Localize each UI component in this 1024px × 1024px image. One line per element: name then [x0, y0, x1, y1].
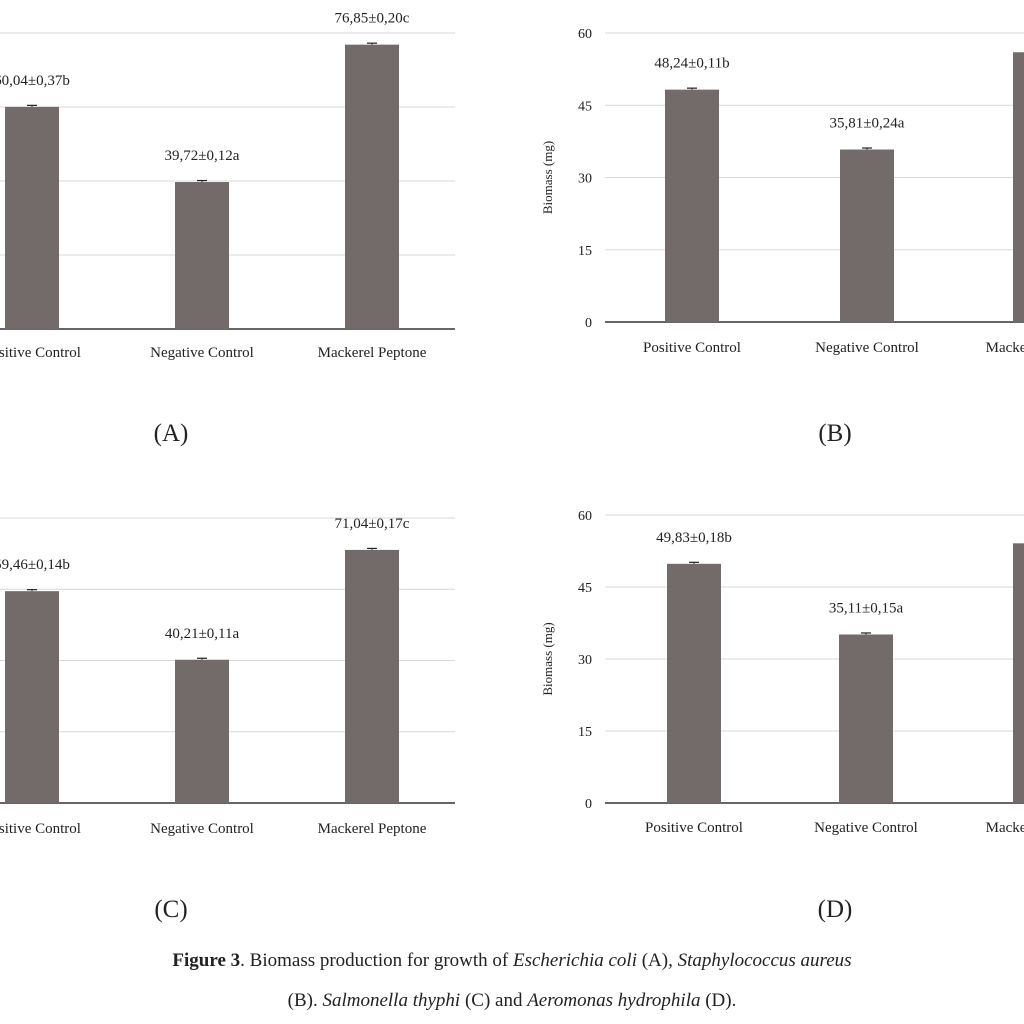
bar	[5, 591, 59, 803]
y-tick-label: 0	[585, 797, 592, 812]
organism-c: Salmonella thyphi	[322, 990, 461, 1011]
caption-text: (B).	[287, 990, 323, 1011]
chart-panel-a: 60,04±0,37b Positive Control 39,72±0,12a Ne…	[0, 11, 455, 361]
data-label: 35,81±0,24a	[830, 116, 905, 132]
organism-d: Aeromonas hydrophila	[527, 990, 701, 1011]
y-tick-label: 45	[578, 581, 592, 596]
data-label: 40,21±0,11a	[165, 626, 240, 642]
caption-text: . Biomass production for growth of	[240, 950, 513, 971]
data-label: 35,11±0,15a	[829, 600, 904, 616]
y-tick-label: 60	[578, 27, 592, 42]
category-label: Mackerel Peptone	[318, 821, 427, 837]
figure: 60,04±0,37b Positive Control 39,72±0,12a Ne…	[0, 11, 1024, 923]
data-label: 59,46±0,14b	[0, 557, 70, 573]
caption-text: (A),	[636, 950, 678, 971]
chart-panel-b: 0 15 30 45 60 Biomass (mg) 48,24±0,11b Positive…	[540, 27, 1024, 356]
data-label: 76,85±0,20c	[335, 11, 410, 27]
bar	[175, 182, 229, 329]
bar	[5, 106, 59, 330]
category-label: Positive Control	[0, 345, 81, 361]
bar	[1013, 52, 1024, 323]
category-label: Negative Control	[150, 345, 254, 361]
chart-panel-c: 59,46±0,14b Positive Control 40,21±0,11a Ne…	[0, 516, 455, 837]
figure-caption-line1: Figure 3. Biomass production for growth …	[0, 950, 1024, 972]
category-label: Positive Control	[645, 820, 743, 836]
caption-text: (D).	[700, 990, 737, 1011]
bar	[345, 44, 399, 329]
panel-label-d: (D)	[818, 896, 853, 923]
panel-label-a: (A)	[154, 420, 189, 447]
data-label: 71,04±0,17c	[335, 516, 410, 532]
organism-b: Staphylococcus aureus	[677, 950, 852, 971]
category-label: Mackerel Peptone	[318, 345, 427, 361]
figure-caption-line2: (B). Salmonella thyphi (C) and Aeromonas…	[0, 990, 1024, 1012]
data-label: 48,24±0,11b	[654, 56, 729, 72]
organism-a: Escherichia coli	[512, 950, 637, 971]
category-label: Negative Control	[815, 340, 919, 356]
data-label: 39,72±0,12a	[165, 148, 240, 164]
y-axis-label: Biomass (mg)	[540, 622, 555, 695]
chart-panel-d: 0 15 30 45 60 Biomass (mg) 49,83±0,18b Positive…	[540, 509, 1024, 836]
y-tick-label: 30	[578, 172, 592, 187]
panel-label-b: (B)	[818, 420, 851, 447]
category-label: Positive Control	[643, 340, 741, 356]
panel-label-c: (C)	[154, 896, 187, 923]
category-label: Negative Control	[814, 820, 918, 836]
figure-caption-label: Figure 3	[172, 950, 241, 971]
y-tick-label: 15	[578, 244, 592, 259]
category-label: Positive Control	[0, 821, 81, 837]
y-tick-label: 30	[578, 653, 592, 668]
category-label: Mackerel Peptone	[986, 820, 1024, 836]
caption-text: (C) and	[460, 990, 528, 1011]
data-label: 49,83±0,18b	[656, 530, 732, 546]
data-label: 60,04±0,37b	[0, 73, 70, 89]
category-label: Mackerel Peptone	[986, 340, 1024, 356]
bar	[1013, 543, 1024, 803]
bar	[839, 634, 893, 803]
y-tick-label: 60	[578, 509, 592, 524]
bar	[840, 149, 894, 322]
bar	[665, 89, 719, 322]
y-axis-label: Biomass (mg)	[540, 141, 555, 214]
bar	[175, 659, 229, 803]
bar	[345, 549, 399, 803]
y-tick-label: 15	[578, 725, 592, 740]
bar	[667, 563, 721, 803]
category-label: Negative Control	[150, 821, 254, 837]
y-tick-label: 45	[578, 99, 592, 114]
y-tick-label: 0	[585, 316, 592, 331]
